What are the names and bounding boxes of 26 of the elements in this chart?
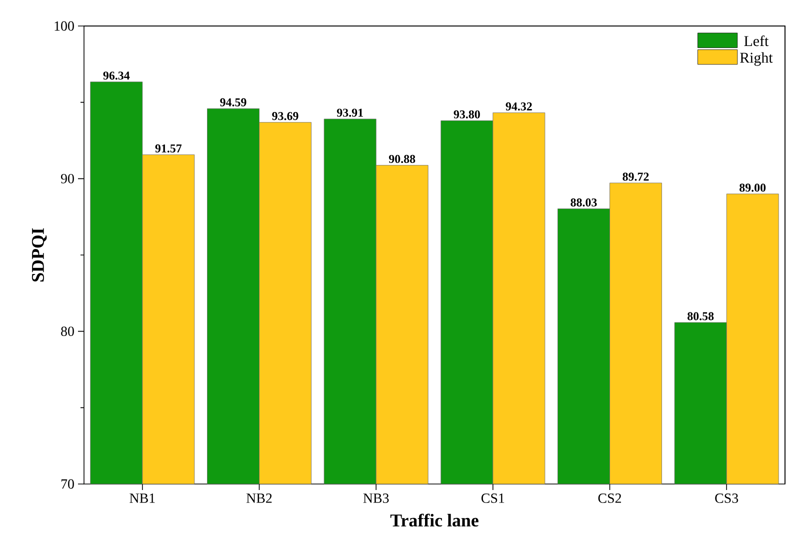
data-label: 88.03 [570,198,597,207]
data-label: 89.00 [740,184,766,192]
y-tick-label: 80 [61,326,74,336]
legend-label: Right [740,52,773,66]
data-label: 93.91 [336,108,363,117]
data-label: 93.69 [272,112,298,120]
y-tick-label: 70 [61,479,74,489]
x-tick-label: NB1 [130,494,155,503]
x-tick-label: CS3 [715,494,738,503]
x-tick-label: NB2 [246,494,272,503]
data-label: 89.72 [622,172,649,181]
x-tick-label: NB3 [363,494,389,503]
x-tick-label: CS2 [598,494,621,503]
data-label: 90.88 [388,154,416,164]
data-label: 80.58 [688,312,714,320]
x-tick-label: CS1 [481,494,504,503]
legend-label: Left [744,35,769,46]
x-axis-title: Traffic lane [390,514,478,527]
data-label: 91.57 [155,144,182,153]
data-label: 93.80 [454,110,480,118]
data-label: 96.34 [103,72,130,80]
y-axis-title: SDPQI [32,228,47,282]
data-label: 94.32 [506,102,532,111]
y-tick-label: 90 [60,174,74,184]
data-label: 94.59 [220,98,246,106]
y-tick-label: 100 [54,21,74,31]
